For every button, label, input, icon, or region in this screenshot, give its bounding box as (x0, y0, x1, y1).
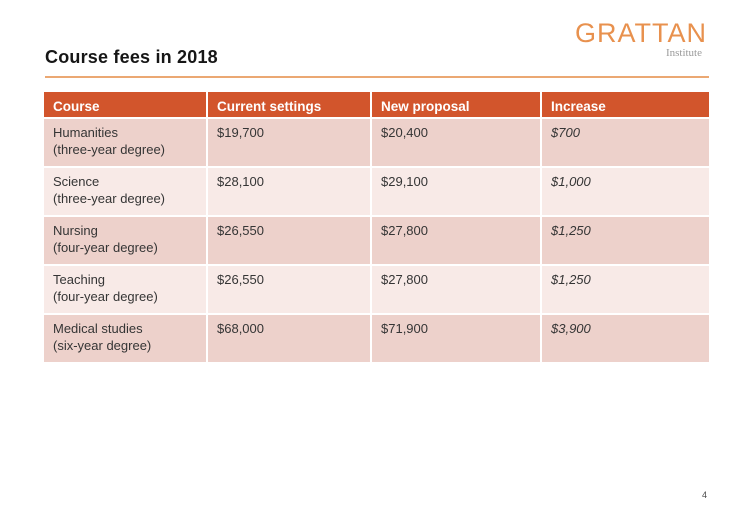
cell-course: Science (three-year degree) (44, 168, 206, 215)
cell-current-settings: $26,550 (208, 217, 370, 264)
cell-new-proposal: $27,800 (372, 217, 540, 264)
course-name: Science (53, 174, 100, 189)
logo-brand-text: GRATTAN (575, 18, 707, 48)
course-name: Nursing (53, 223, 98, 238)
column-header-current: Current settings (208, 92, 370, 117)
course-degree: (four-year degree) (53, 240, 158, 255)
cell-new-proposal: $29,100 (372, 168, 540, 215)
cell-course: Nursing (four-year degree) (44, 217, 206, 264)
cell-increase: $700 (542, 119, 709, 166)
course-name: Medical studies (53, 321, 143, 336)
course-name: Humanities (53, 125, 119, 140)
cell-increase: $1,250 (542, 266, 709, 313)
column-header-course: Course (44, 92, 206, 117)
cell-current-settings: $19,700 (208, 119, 370, 166)
cell-increase: $1,250 (542, 217, 709, 264)
cell-current-settings: $26,550 (208, 266, 370, 313)
cell-new-proposal: $20,400 (372, 119, 540, 166)
grattan-logo: GRATTAN Institute (575, 20, 707, 59)
course-degree: (three-year degree) (53, 142, 165, 157)
course-degree: (three-year degree) (53, 191, 165, 206)
course-name: Teaching (53, 272, 106, 287)
logo-subtitle-text: Institute (665, 47, 702, 59)
course-degree: (four-year degree) (53, 289, 158, 304)
cell-increase: $1,000 (542, 168, 709, 215)
cell-new-proposal: $27,800 (372, 266, 540, 313)
page-title: Course fees in 2018 (45, 47, 218, 67)
cell-new-proposal: $71,900 (372, 315, 540, 362)
title-underline (45, 76, 709, 78)
course-degree: (six-year degree) (53, 338, 152, 353)
page-number: 4 (701, 490, 707, 500)
course-fees-table: Course Current settings New proposal Inc… (44, 92, 709, 362)
cell-current-settings: $68,000 (208, 315, 370, 362)
cell-course: Humanities (three-year degree) (44, 119, 206, 166)
cell-course: Medical studies (six-year degree) (44, 315, 206, 362)
column-header-proposal: New proposal (372, 92, 540, 117)
cell-course: Teaching (four-year degree) (44, 266, 206, 313)
cell-current-settings: $28,100 (208, 168, 370, 215)
column-header-increase: Increase (542, 92, 709, 117)
cell-increase: $3,900 (542, 315, 709, 362)
